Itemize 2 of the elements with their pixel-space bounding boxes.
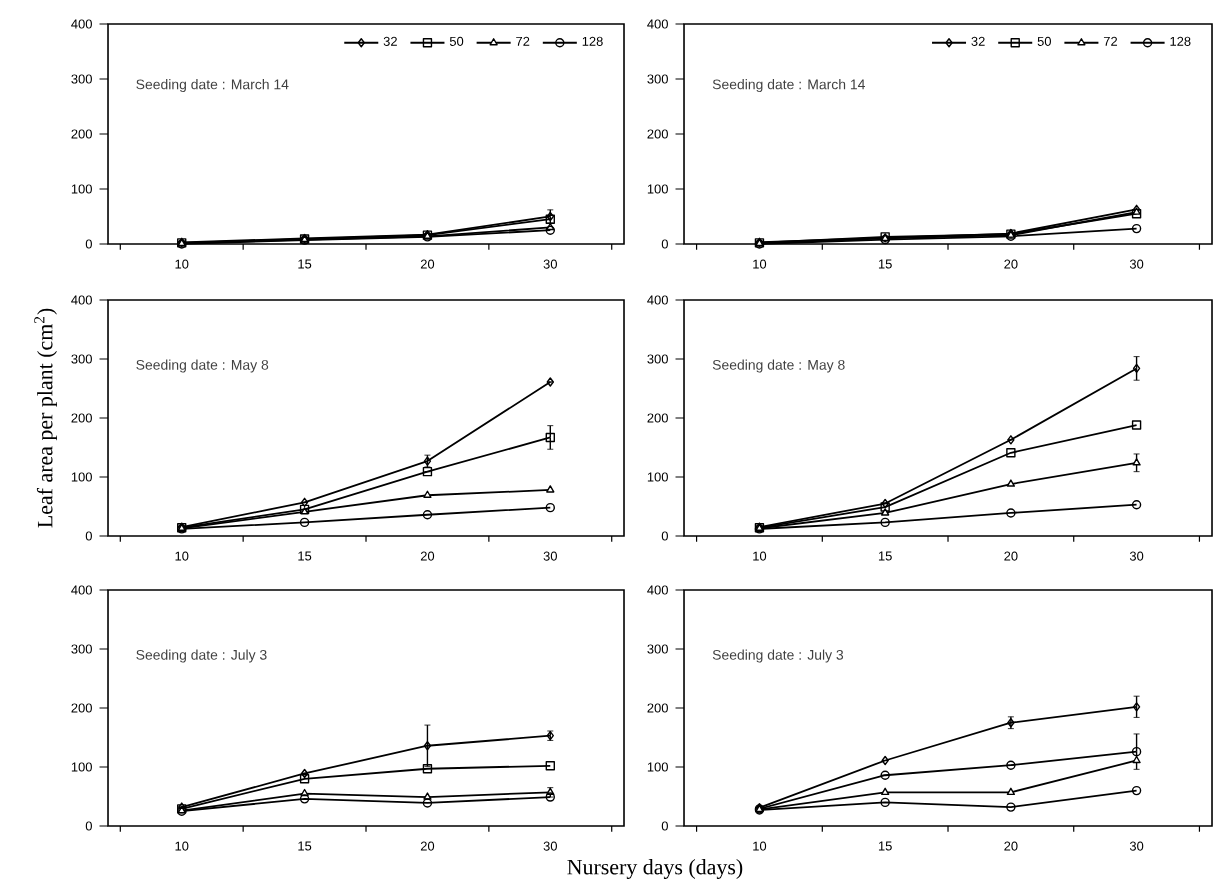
x-axis-title: Nursery days (days): [567, 859, 743, 880]
y-axis-title: Leaf area per plant (cm$^{2}$): [34, 308, 57, 528]
